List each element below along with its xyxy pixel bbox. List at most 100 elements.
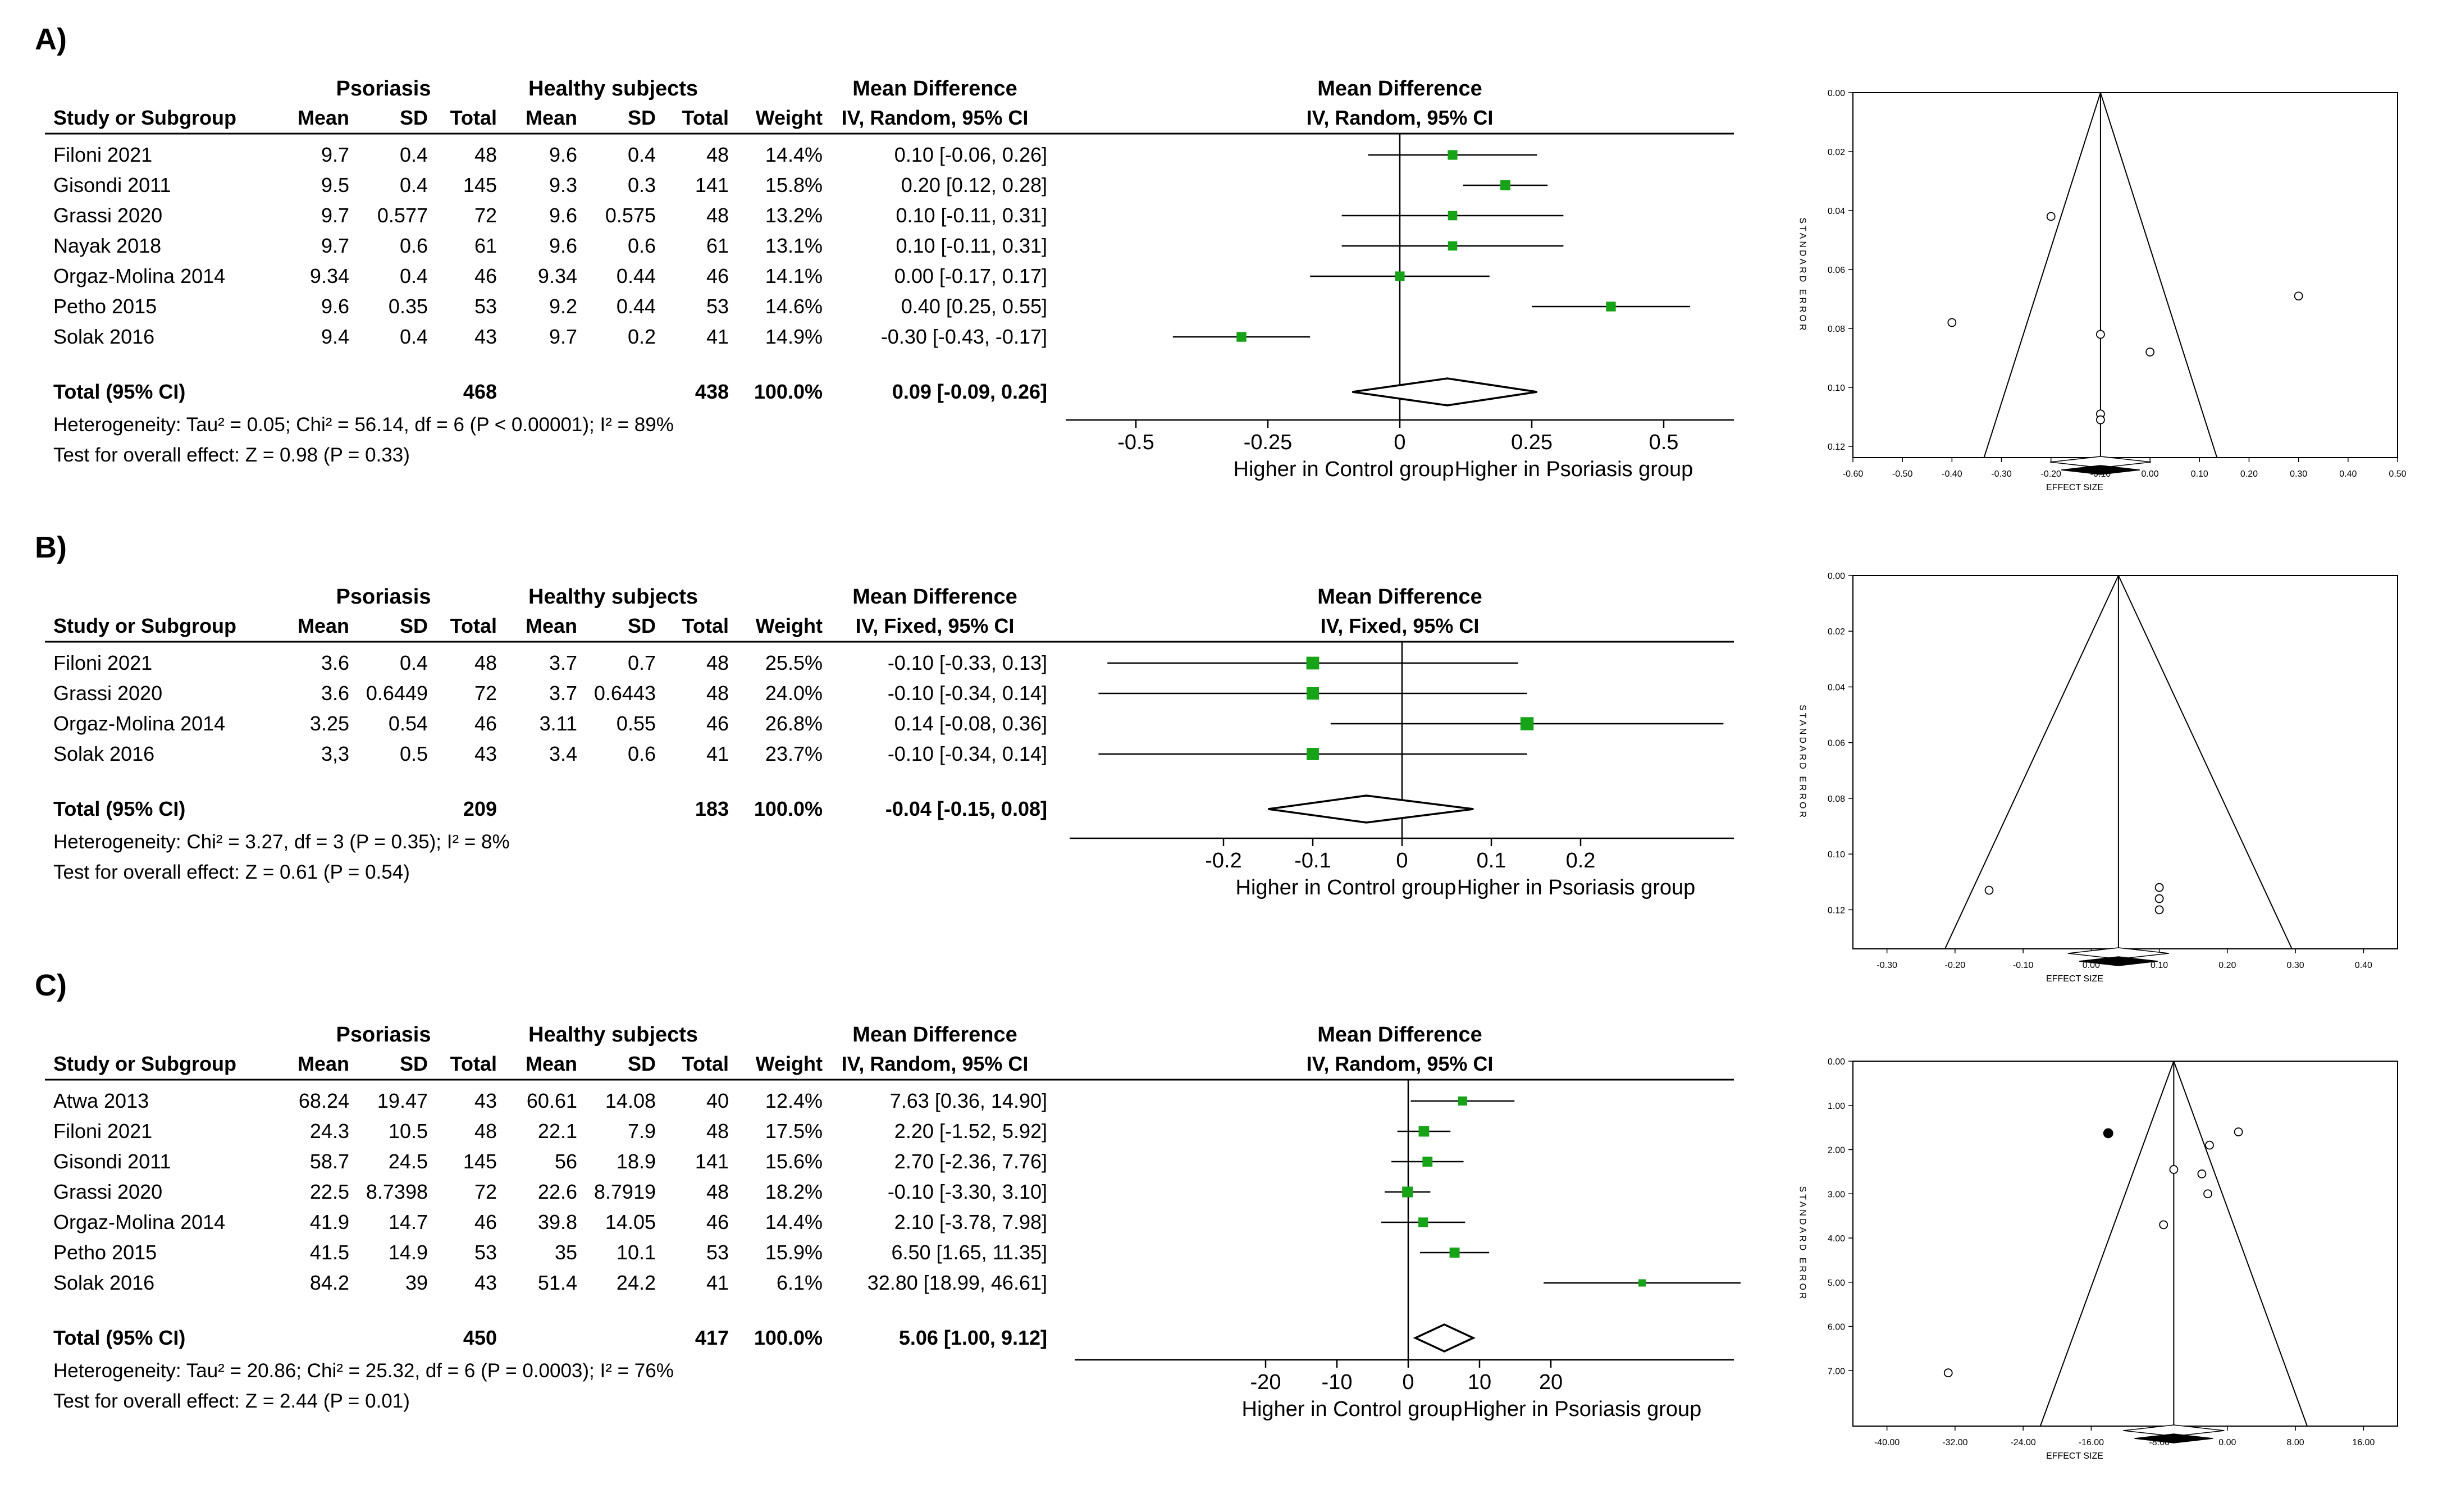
- funnel-x-tick-label: -16.00: [2079, 1438, 2104, 1447]
- favours-right: Higher in Psoriasis group: [1457, 876, 1696, 899]
- table-row: Filoni 2021 3.6 0.4 48 3.7 0.7 48 25.5% -0.10 [-…: [53, 651, 1518, 674]
- funnel-y-tick-label: 0.06: [1828, 739, 1845, 748]
- funnel-point: [1943, 1368, 1953, 1378]
- study-name: Nayak 2018: [53, 234, 161, 257]
- table-row: Petho 2015 41.5 14.9 53 35 10.1 53 15.9% 6.50 [1…: [53, 1241, 1490, 1264]
- funnel-y-tick-label: 0.12: [1828, 906, 1845, 915]
- sd-1: 0.577: [377, 204, 428, 227]
- funnel-y-tick-label: 0.00: [1828, 89, 1845, 98]
- weight: 15.6%: [765, 1150, 823, 1173]
- study-name: Solak 2016: [53, 742, 154, 765]
- funnel-point: [1984, 885, 1994, 895]
- funnel-left-limit: [1983, 92, 2101, 458]
- total-1: 72: [474, 204, 497, 227]
- ci-text: 0.20 [0.12, 0.28]: [901, 173, 1047, 197]
- x-tick-label: 0: [1394, 431, 1405, 454]
- mean-2: 9.6: [549, 143, 577, 166]
- point-estimate: [1500, 180, 1510, 190]
- col-sd-1: SD: [400, 614, 428, 637]
- funnel-y-tick-label: 0.04: [1828, 207, 1845, 216]
- ci-text: -0.10 [-0.33, 0.13]: [888, 651, 1047, 674]
- mean-1: 3.25: [310, 712, 349, 735]
- total-weight: 100.0%: [754, 1326, 823, 1349]
- pooled-diamond: [1268, 794, 1474, 824]
- mean-1: 84.2: [310, 1271, 349, 1294]
- point-estimate: [1236, 332, 1247, 342]
- funnel-plot-3: 0.00 1.00 2.00 3.00 4.00 5.00 6.00 7.00 -40.00 -3…: [1798, 1057, 2398, 1461]
- funnel-point: [2169, 1165, 2179, 1174]
- mean-2: 22.6: [538, 1180, 577, 1203]
- total-2: 61: [706, 234, 729, 257]
- sd-2: 24.2: [617, 1271, 656, 1294]
- total-n1: 209: [463, 797, 497, 820]
- panel-3: C) Psoriasis Healthy subjects Mean Differen…: [35, 969, 1741, 1421]
- md-header: Mean Difference: [852, 1023, 1017, 1047]
- study-name: Grassi 2020: [53, 1180, 162, 1203]
- funnel-x-tick-label: -0.50: [1892, 469, 1913, 479]
- sd-1: 0.4: [400, 173, 428, 197]
- table-row: Gisondi 2011 9.5 0.4 145 9.3 0.3 141 15.8% 0.20 …: [53, 173, 1548, 197]
- favours-left: Higher in Control group: [1234, 458, 1454, 481]
- panel-label: B): [35, 531, 67, 564]
- weight: 14.4%: [765, 1210, 823, 1234]
- funnel-y-tick-label: 7.00: [1828, 1367, 1845, 1376]
- overall-effect-text: Test for overall effect: Z = 2.44 (P = 0…: [53, 1390, 410, 1412]
- total-n2: 438: [695, 380, 729, 403]
- weight: 6.1%: [777, 1271, 823, 1294]
- weight: 24.0%: [765, 682, 823, 705]
- table-row: Grassi 2020 3.6 0.6449 72 3.7 0.6443 48 24.0% -0…: [53, 682, 1527, 705]
- col-total-2: Total: [682, 1052, 729, 1075]
- forest-md-header: Mean Difference: [1317, 77, 1482, 101]
- total-2: 48: [706, 1180, 729, 1203]
- funnel-x-tick-label: -0.20: [1945, 961, 1966, 970]
- x-tick-label: -0.2: [1205, 849, 1241, 873]
- funnel-summary-diamond: [2123, 1424, 2225, 1437]
- ci-text: 2.10 [-3.78, 7.98]: [894, 1210, 1047, 1234]
- col-study: Study or Subgroup: [53, 106, 236, 129]
- funnel-summary-diamond: [2049, 456, 2151, 468]
- funnel-x-tick-label: 8.00: [2287, 1438, 2304, 1447]
- point-estimate: [1306, 656, 1320, 670]
- ci-text: 6.50 [1.65, 11.35]: [891, 1241, 1047, 1264]
- col-sd-1: SD: [400, 106, 428, 129]
- ci-text: 0.40 [0.25, 0.55]: [901, 295, 1047, 318]
- weight: 18.2%: [765, 1180, 823, 1203]
- study-name: Petho 2015: [53, 295, 157, 318]
- funnel-y-tick-label: 5.00: [1828, 1278, 1845, 1288]
- weight: 14.9%: [765, 325, 823, 348]
- pooled-diamond: [1352, 377, 1537, 406]
- table-row: Petho 2015 9.6 0.35 53 9.2 0.44 53 14.6% 0.40 [0…: [53, 295, 1690, 318]
- total-2: 141: [695, 1150, 729, 1173]
- sd-1: 0.4: [400, 651, 428, 674]
- heterogeneity-text: Heterogeneity: Tau² = 20.86; Chi² = 25.3…: [53, 1360, 674, 1382]
- sd-2: 0.6: [628, 234, 656, 257]
- total-n1: 450: [463, 1326, 497, 1349]
- funnel-y-tick-label: 0.10: [1828, 850, 1845, 860]
- ci-text: 0.10 [-0.06, 0.26]: [894, 143, 1047, 166]
- mean-2: 3.11: [540, 712, 577, 735]
- md-header: Mean Difference: [852, 585, 1017, 609]
- ci-text: 2.20 [-1.52, 5.92]: [894, 1120, 1047, 1143]
- x-tick-label: -0.25: [1244, 431, 1293, 454]
- favours-left: Higher in Control group: [1242, 1397, 1463, 1421]
- funnel-x-tick-label: 0.30: [2290, 469, 2307, 479]
- total-1: 53: [474, 1241, 497, 1264]
- total-n2: 417: [695, 1326, 729, 1349]
- funnel-x-tick-label: 0.50: [2389, 469, 2406, 479]
- col-total-1: Total: [450, 614, 497, 637]
- point-estimate: [1307, 748, 1319, 760]
- weight: 14.6%: [765, 295, 823, 318]
- forest-md-header: Mean Difference: [1317, 585, 1482, 609]
- funnel-adjusted-diamond: [2061, 465, 2140, 475]
- sd-1: 14.7: [389, 1210, 428, 1234]
- study-name: Grassi 2020: [53, 204, 162, 227]
- total-label: Total (95% CI): [53, 1326, 185, 1349]
- funnel-x-tick-label: -0.20: [2040, 469, 2061, 479]
- total-2: 46: [706, 264, 729, 287]
- weight: 23.7%: [765, 742, 823, 765]
- weight: 13.2%: [765, 204, 823, 227]
- point-estimate: [1448, 211, 1458, 221]
- total-1: 46: [474, 712, 497, 735]
- x-tick-label: 0: [1396, 849, 1408, 873]
